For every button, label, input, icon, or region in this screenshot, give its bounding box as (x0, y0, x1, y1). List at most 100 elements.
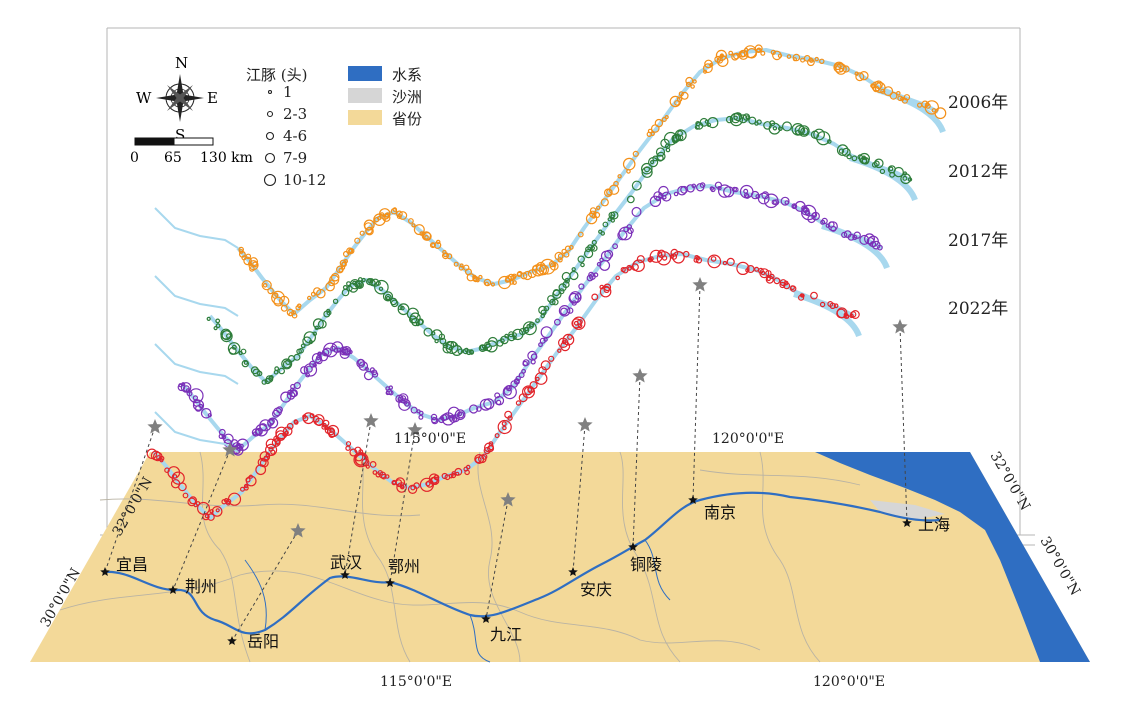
dolphin-record (377, 470, 384, 476)
dolphin-record (858, 152, 871, 165)
dolphin-record (358, 361, 369, 371)
city-label: 铜陵 (630, 555, 662, 574)
dolphin-record (617, 230, 628, 241)
dolphin-record (690, 84, 695, 89)
dolphin-record (615, 275, 621, 281)
dolphin-record (302, 336, 312, 346)
dolphin-record (317, 351, 322, 357)
dolphin-record (527, 350, 538, 361)
dolphin-record (439, 337, 447, 345)
dolphin-record (262, 282, 268, 288)
dolphin-record (494, 433, 500, 439)
dolphin-record (656, 151, 666, 161)
dolphin-record (572, 316, 586, 330)
dolphin-record (363, 370, 374, 381)
dolphin-record (195, 405, 202, 412)
dolphin-record (213, 326, 218, 331)
dolphin-record (746, 265, 755, 274)
dolphin-record (772, 199, 780, 206)
dolphin-record (799, 293, 805, 298)
dolphin-record (382, 213, 391, 222)
dolphin-record (569, 291, 582, 304)
city-label: 上海 (918, 515, 950, 534)
dolphin-record (873, 160, 880, 167)
dolphin-record (433, 241, 442, 249)
dolphin-record (661, 255, 668, 261)
dolphin-record (503, 387, 512, 396)
star-icon (222, 442, 238, 457)
dolphin-record (272, 409, 281, 418)
dolphin-record (280, 304, 288, 312)
dolphin-record (441, 413, 449, 421)
dolphin-record (424, 235, 429, 240)
city-star-icon (688, 495, 698, 504)
dolphin-record (504, 333, 509, 339)
dolphin-record (317, 319, 327, 329)
dolphin-record (330, 272, 340, 282)
sea-area (815, 452, 1090, 662)
dolphin-record (278, 367, 286, 375)
dolphin-record (710, 256, 717, 262)
dolphin-record (373, 213, 386, 226)
dolphin-record (472, 276, 478, 282)
lon-bottom-120: 120°0'0"E (813, 674, 885, 690)
dolphin-record (355, 454, 367, 466)
dolphin-record (707, 254, 722, 269)
dolphin-record (534, 372, 548, 385)
dolphin-record (631, 206, 642, 217)
dolphin-record (215, 318, 221, 324)
dolphin-record (462, 348, 469, 355)
dolphin-record (369, 461, 377, 468)
dolphin-record (670, 253, 678, 260)
dolphin-record (439, 415, 444, 420)
dolphin-record (838, 148, 845, 154)
dolphin-record (375, 280, 381, 286)
city-star-icon (628, 542, 638, 551)
dolphin-record (603, 188, 613, 198)
dolphin-record (902, 171, 908, 176)
dolphin-record (469, 404, 479, 414)
dolphin-record (568, 244, 574, 250)
dolphin-record (357, 282, 362, 288)
legend-swatch-sandbar (348, 88, 382, 103)
dolphin-record (725, 115, 734, 124)
dolphin-record (417, 319, 424, 326)
dolphin-record (494, 395, 505, 406)
dolphin-record (680, 91, 689, 100)
layer-2012年 (154, 112, 918, 385)
dolphin-record (227, 492, 242, 506)
dolphin-record (540, 326, 553, 339)
legend-swatch-water (348, 66, 382, 81)
dolphin-record (895, 91, 901, 96)
connector-1 (172, 449, 231, 591)
river-tributary-1 (244, 559, 267, 631)
fill-legend: 水系 沙洲 省份 (348, 66, 422, 128)
dolphin-record (801, 205, 808, 212)
dolphin-record (374, 279, 389, 295)
dolphin-record (348, 248, 353, 253)
dolphin-record (302, 414, 307, 419)
dolphin-record (647, 128, 653, 134)
dolphin-record (538, 342, 543, 348)
dolphin-record (177, 482, 187, 492)
dolphin-record (193, 503, 198, 508)
river-tributary-2 (469, 614, 491, 663)
dolphin-record (384, 293, 392, 301)
yangtze-river (104, 491, 941, 635)
dolphin-record (371, 278, 380, 287)
dolphin-record (422, 232, 432, 241)
dolphin-record (772, 126, 778, 131)
dolphin-record (636, 255, 645, 264)
dolphin-record (307, 295, 312, 301)
dolphin-record (779, 279, 787, 287)
size-legend-label: 4-6 (283, 127, 307, 145)
dolphin-record (483, 398, 495, 410)
dolphin-record (769, 120, 776, 127)
dolphin-record (703, 63, 713, 74)
dolphin-record (851, 155, 858, 162)
size-legend-label: 10-12 (283, 171, 326, 189)
dolphin-record (744, 194, 750, 199)
scale-tick-130: 130 km (200, 150, 253, 166)
city-star-icon (227, 636, 237, 645)
